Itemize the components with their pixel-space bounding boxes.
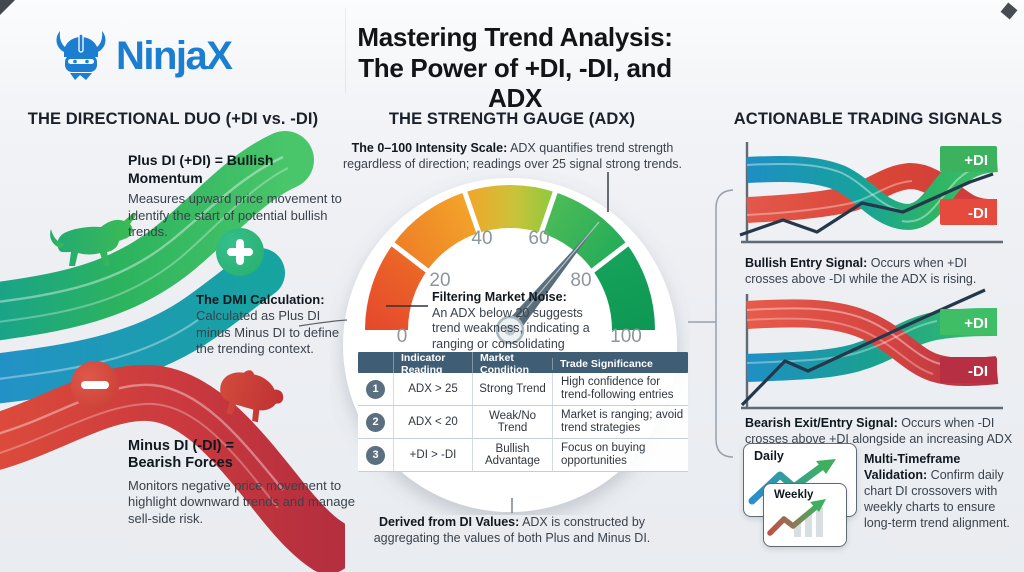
bearish-bold: Bearish Exit/Entry Signal: [745, 416, 898, 430]
ninja-icon [52, 28, 110, 84]
mtf-rest: Confirm daily chart DI crossovers with w… [864, 467, 1010, 530]
table-row: 1 ADX > 25 Strong Trend High confidence … [358, 373, 688, 406]
weekly-label: Weekly [774, 489, 814, 501]
daily-label: Daily [754, 449, 784, 463]
adx-reference-table: Indicator Reading Market Condition Trade… [358, 352, 688, 472]
center-column-heading: THE STRENGTH GAUGE (ADX) [388, 110, 636, 128]
cell-condition: Bullish Advantage [472, 439, 552, 471]
table-header-significance: Trade Significance [552, 358, 688, 370]
corner-mark-left [0, 0, 15, 15]
cell-condition: Weak/No Trend [472, 406, 552, 438]
page-title: Mastering Trend Analysis: The Power of +… [330, 22, 700, 114]
gauge-tick-100: 100 [610, 326, 642, 347]
gauge-tick-20: 20 [429, 270, 450, 291]
row-number-badge: 3 [366, 445, 385, 465]
weekly-chart-card: Weekly [763, 483, 847, 547]
adx-line [740, 288, 986, 407]
minus-di-body: Monitors negative price movement to high… [128, 477, 355, 526]
left-column-heading: THE DIRECTIONAL DUO (+DI vs. -DI) [27, 110, 319, 128]
svg-text:+DI: +DI [964, 152, 988, 169]
minus-di-badge: -DI [940, 357, 997, 383]
gauge-segment-80-100 [592, 244, 655, 330]
derived-rest: ADX is constructed by aggregating the va… [373, 515, 651, 546]
bear-icon [220, 370, 284, 423]
table-row: 2 ADX < 20 Weak/No Trend Market is rangi… [358, 406, 688, 439]
multi-timeframe-text: Multi-Timeframe Validation: Confirm dail… [864, 452, 1014, 531]
derived-bold: Derived from DI Values: [378, 515, 520, 529]
row-number-badge: 2 [366, 412, 385, 432]
table-header-condition: Market Condition [472, 352, 552, 376]
adx-line [739, 172, 994, 237]
svg-text:-DI: -DI [968, 363, 988, 380]
plus-icon [216, 228, 264, 276]
bearish-crossover-chart: +DI -DI [740, 288, 1003, 410]
bullish-rest: Occurs when +DI crosses above -DI while … [745, 256, 977, 286]
bullish-bold: Bullish Entry Signal: [745, 256, 868, 270]
minus-di-title: Minus DI (-DI) = Bearish Forces [128, 438, 234, 472]
gauge-segment-20-40 [392, 192, 479, 270]
red-di-ribbon [0, 364, 345, 572]
gauge-needle [495, 221, 600, 345]
gauge-tick-0: 0 [397, 326, 408, 347]
cell-reading: ADX > 25 [393, 373, 472, 405]
minus-di-text: Minus DI (-DI) = Bearish Forces Monitors… [128, 438, 358, 527]
intensity-bold: The 0–100 Intensity Scale: [351, 141, 508, 155]
plus-di-text: Plus DI (+DI) = Bullish Momentum Measure… [128, 152, 350, 240]
derived-from-di-text: Derived from DI Values: ADX is construct… [362, 514, 662, 547]
green-di-ribbon [0, 131, 314, 341]
right-column-heading: ACTIONABLE TRADING SIGNALS [733, 110, 1003, 128]
bullish-crossover-chart: +DI -DI [739, 142, 1003, 244]
gauge-tick-60: 60 [528, 228, 549, 249]
header-divider [345, 8, 346, 94]
row-number-badge: 1 [366, 379, 385, 399]
plus-di-badge: +DI [940, 146, 997, 172]
table-header-row: Indicator Reading Market Condition Trade… [358, 352, 688, 376]
minus-di-badge: -DI [940, 199, 997, 225]
gauge-segment-0-20 [365, 244, 428, 330]
dmi-body: Calculated as Plus DI minus Minus DI to … [196, 308, 340, 357]
intensity-scale-text: The 0–100 Intensity Scale: ADX quantifie… [340, 140, 685, 173]
plus-di-badge: +DI [940, 309, 997, 335]
svg-text:+DI: +DI [964, 315, 988, 332]
bull-icon [50, 213, 136, 266]
blue-di-ribbon [0, 248, 285, 404]
intensity-rest: ADX quantifies trend strength regardless… [342, 141, 683, 172]
gauge-tick-40: 40 [471, 228, 492, 249]
svg-text:-DI: -DI [968, 205, 988, 222]
brand-logo: NinjaX [52, 28, 233, 84]
table-header-indicator: Indicator Reading [393, 352, 472, 376]
weekly-trend-arrow [767, 499, 826, 537]
plus-di-title: Plus DI (+DI) = Bullish Momentum [128, 152, 274, 186]
bullish-signal-text: Bullish Entry Signal: Occurs when +DI cr… [745, 256, 1013, 288]
cell-significance: High confidence for trend-following entr… [552, 373, 688, 405]
noise-bold: Filtering Market Noise: [432, 290, 567, 304]
cell-condition: Strong Trend [472, 373, 552, 405]
logo-text: NinjaX [116, 33, 233, 78]
corner-mark-right [1000, 2, 1018, 20]
plus-di-body: Measures upward price movement to identi… [128, 191, 342, 239]
gauge-segment-60-80 [541, 192, 628, 270]
title-line-1: Mastering Trend Analysis: [357, 22, 673, 52]
gauge-segment-40-60 [465, 185, 555, 233]
cell-significance: Market is ranging; avoid trend strategie… [552, 406, 688, 438]
gauge-tick-80: 80 [570, 270, 591, 291]
dmi-title: The DMI Calculation: [196, 292, 325, 307]
minus-icon [71, 361, 119, 409]
mtf-bold: Multi-Timeframe Validation: [864, 452, 961, 482]
cell-reading: ADX < 20 [393, 406, 472, 438]
cell-reading: +DI > -DI [393, 439, 472, 471]
title-line-2: The Power of +DI, -DI, and ADX [358, 52, 672, 114]
directional-duo-graphic [0, 131, 345, 572]
table-row: 3 +DI > -DI Bullish Advantage Focus on b… [358, 439, 688, 472]
cell-significance: Focus on buying opportunities [552, 439, 688, 471]
dmi-calculation-text: The DMI Calculation: Calculated as Plus … [196, 292, 348, 358]
